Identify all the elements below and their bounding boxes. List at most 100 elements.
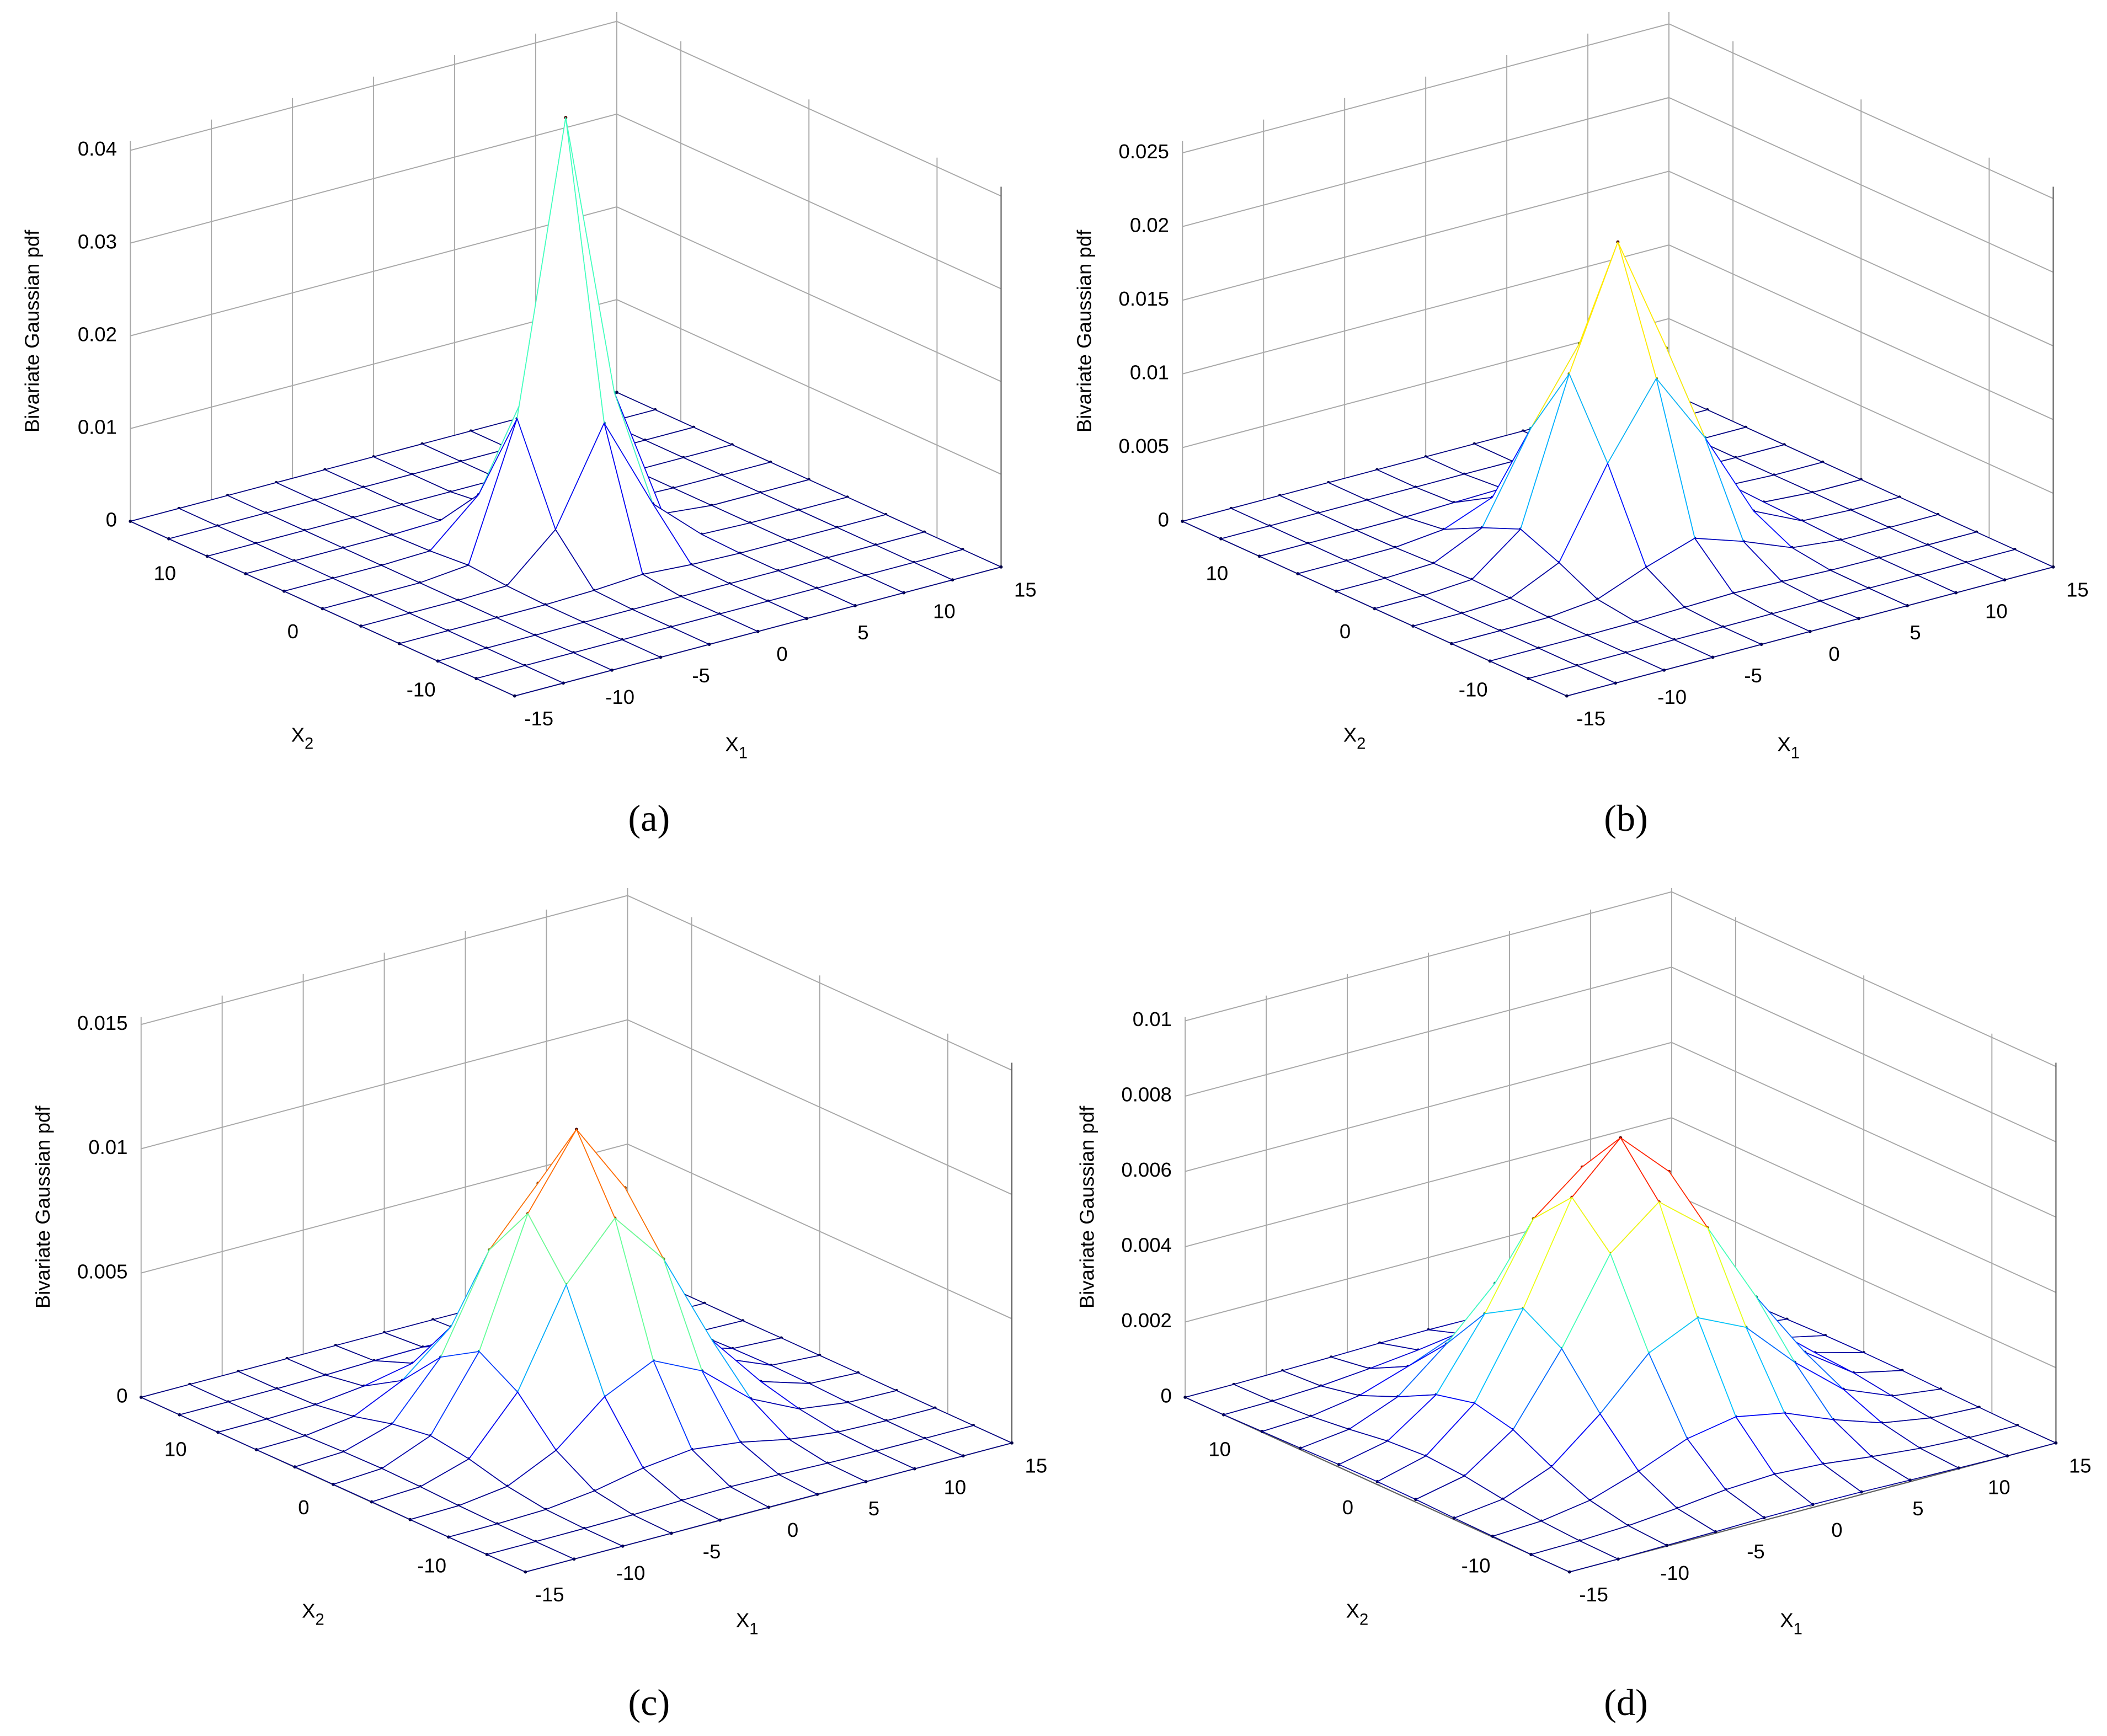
x-tick-label: 15 — [2066, 578, 2089, 601]
y-tick-label: 0 — [1340, 620, 1351, 643]
z-tick-label: 0.004 — [1121, 1234, 1171, 1257]
x-tick-label: -15 — [524, 707, 553, 730]
x-tick-label: -15 — [535, 1583, 564, 1606]
x-tick-label: 10 — [1988, 1476, 2010, 1498]
z-tick-label: 0.005 — [1119, 435, 1169, 457]
grid-line — [141, 1019, 628, 1150]
panel: 00.0020.0040.0060.0080.01-15-10-5051015-… — [1075, 888, 2092, 1723]
x-tick-label: 0 — [1828, 643, 1839, 665]
mesh-point — [1567, 1570, 1571, 1574]
z-axis-label: Bivariate Gaussian pdf — [31, 1105, 54, 1308]
y-axis-label-text: X — [1343, 723, 1357, 746]
mesh-point — [2051, 565, 2055, 569]
z-tick-label: 0.03 — [78, 230, 117, 253]
x-tick-label: 15 — [1014, 578, 1037, 601]
z-tick-label: 0.006 — [1121, 1158, 1171, 1181]
y-axis-label-text: X — [302, 1599, 315, 1622]
z-tick-label: 0.01 — [88, 1136, 127, 1158]
caption: (b) — [1604, 797, 1648, 839]
grid-line — [616, 206, 1001, 382]
z-tick-label: 0.015 — [77, 1012, 127, 1034]
x-tick-label: -5 — [1744, 664, 1762, 687]
x-tick-label: -5 — [703, 1540, 721, 1563]
x-tick-label: -10 — [1657, 686, 1687, 708]
x-tick-label: 5 — [1909, 621, 1921, 644]
grid-line — [1668, 97, 2053, 273]
y-axis-label-subscript: 2 — [1359, 1611, 1368, 1628]
x-axis-label: X1 — [1780, 1609, 1802, 1638]
z-tick-label: 0.01 — [78, 416, 117, 439]
z-tick-label: 0.01 — [1130, 361, 1169, 383]
x-tick-label: 0 — [776, 643, 787, 665]
y-axis-label-subscript: 2 — [305, 735, 313, 752]
grid-line — [1671, 1117, 2056, 1293]
x-tick-label: 0 — [787, 1519, 798, 1541]
x-tick-label: -5 — [1747, 1540, 1764, 1563]
grid-line — [1182, 97, 1669, 227]
grid-line — [616, 113, 1001, 290]
grid-line — [627, 895, 1012, 1071]
z-tick-label: 0.002 — [1121, 1309, 1171, 1332]
grid-line — [1185, 966, 1672, 1097]
mesh-point — [1181, 520, 1185, 523]
grid-line — [1668, 23, 2053, 199]
y-axis-label: X2 — [1346, 1599, 1369, 1628]
z-tick-label: 0 — [106, 509, 117, 531]
panel: 0 0.01 0.02 0.03 0.04 -15 -10 -5 0 5 10 15 -10 0 10 Biv… — [21, 12, 1037, 839]
grid-line — [130, 20, 617, 151]
y-tick-label: -10 — [1461, 1554, 1491, 1577]
x-tick-label: 5 — [857, 621, 868, 644]
grid-line — [616, 299, 1001, 475]
grid-line — [627, 1144, 1012, 1320]
x-tick-label: 15 — [1025, 1454, 1048, 1477]
mesh-point — [129, 520, 132, 523]
grid-line — [1185, 891, 1672, 1022]
grid-line — [627, 1019, 1012, 1195]
z-tick-label: 0.04 — [78, 137, 117, 160]
grid-line — [1185, 1041, 1672, 1172]
mesh-point — [139, 1396, 143, 1399]
z-tick-label: 0.02 — [78, 323, 117, 345]
z-tick-label: 0.015 — [1119, 287, 1169, 310]
mesh-face — [1528, 665, 1616, 697]
x-tick-label: -15 — [1579, 1583, 1608, 1606]
y-axis-label-text: X — [291, 723, 305, 746]
mesh-point — [1010, 1441, 1014, 1445]
mesh-point — [615, 391, 618, 394]
x-axis-label-subscript: 1 — [739, 744, 748, 762]
grid-line — [1671, 1192, 2056, 1369]
grid-line — [1668, 318, 2053, 494]
grid-line — [616, 20, 1001, 197]
y-axis-label-text: X — [1346, 1599, 1359, 1622]
y-axis-label: X2 — [302, 1599, 324, 1628]
grid-line — [1668, 244, 2053, 420]
z-axis-label: Bivariate Gaussian pdf — [21, 229, 44, 432]
y-tick-label: -10 — [417, 1554, 446, 1577]
y-tick-label: 10 — [1206, 562, 1229, 584]
y-axis-label-subscript: 2 — [316, 1611, 324, 1628]
z-tick-label: 0.02 — [1130, 213, 1169, 236]
grid-line — [1182, 170, 1669, 301]
grid-line — [1671, 966, 2056, 1142]
mesh-point — [513, 694, 516, 698]
mesh-point — [1565, 694, 1569, 698]
x-axis-label: X1 — [736, 1609, 759, 1638]
grid-line — [1668, 170, 2053, 346]
z-tick-label: 0.005 — [77, 1260, 127, 1283]
grid-line — [141, 1143, 628, 1274]
x-axis-label-text: X — [1777, 733, 1790, 755]
x-axis-label-text: X — [1780, 1609, 1793, 1631]
mesh-point — [1183, 1396, 1187, 1399]
z-tick-label: 0 — [1158, 509, 1169, 531]
x-tick-label: 0 — [1831, 1519, 1842, 1541]
grid-line — [1182, 23, 1669, 154]
grid-line — [141, 895, 628, 1025]
panel: 00.0050.010.0150.020.025-15-10-5051015-1… — [1073, 12, 2089, 839]
grid-line — [1671, 1041, 2056, 1218]
z-tick-label: 0 — [1161, 1385, 1172, 1407]
grid-line — [1185, 1117, 1672, 1247]
mesh-face — [1530, 1540, 1619, 1573]
x-axis-label: X1 — [1777, 733, 1800, 762]
x-tick-label: 10 — [933, 600, 956, 622]
x-tick-label: 5 — [1912, 1497, 1923, 1520]
